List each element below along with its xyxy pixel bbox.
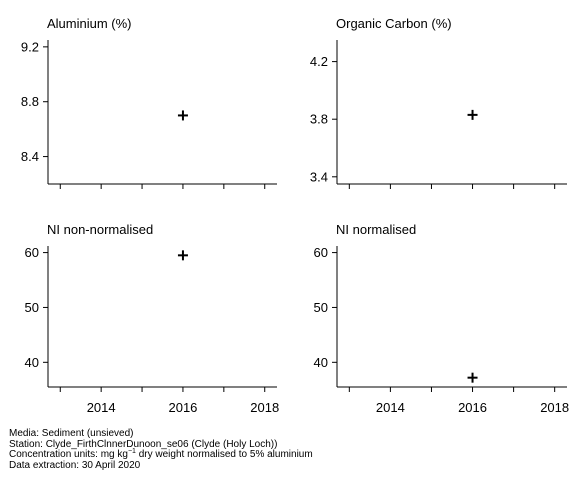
panel-title: Aluminium (%) <box>47 16 132 31</box>
y-tick-label: 60 <box>314 245 328 260</box>
units-suffix: dry weight normalised to 5% aluminium <box>135 449 313 460</box>
data-point <box>467 109 478 120</box>
footer-units: Concentration units: mg kg−1 dry weight … <box>9 448 313 461</box>
panel-3: NI non-normalised 40 50 60 2014 2016 2018 <box>25 222 280 415</box>
x-tick-label: 2018 <box>540 400 569 415</box>
panel-1: Aluminium (%) 8.4 8.8 9.2 <box>21 16 277 189</box>
y-tick-label: 3.4 <box>310 169 328 184</box>
units-prefix: Concentration units: mg kg <box>9 449 128 460</box>
y-tick-label: 3.8 <box>310 112 328 127</box>
x-tick-label: 2018 <box>250 400 279 415</box>
x-tick-label: 2016 <box>458 400 487 415</box>
y-tick-label: 8.4 <box>21 149 39 164</box>
x-tick-label: 2014 <box>376 400 405 415</box>
x-tick-label: 2016 <box>168 400 197 415</box>
footer-station: Station: Clyde_FirthClnnerDunoon_se06 (C… <box>9 438 278 450</box>
y-tick-label: 50 <box>25 300 39 315</box>
panel-2: Organic Carbon (%) 3.4 3.8 4.2 <box>310 16 567 189</box>
panel-title: NI non-normalised <box>47 222 153 237</box>
panel-title: NI normalised <box>336 222 416 237</box>
data-point <box>177 110 188 121</box>
footer-media: Media: Sediment (unsieved) <box>9 428 134 439</box>
panel-4: NI normalised 40 50 60 2014 2016 2018 <box>314 222 570 415</box>
y-tick-label: 4.2 <box>310 54 328 69</box>
units-exponent: −1 <box>127 448 136 455</box>
y-tick-label: 8.8 <box>21 94 39 109</box>
panel-title: Organic Carbon (%) <box>336 16 452 31</box>
y-tick-label: 40 <box>25 355 39 370</box>
y-tick-label: 60 <box>25 245 39 260</box>
footer-notes: Media: Sediment (unsieved) Station: Clyd… <box>9 428 313 471</box>
y-tick-label: 40 <box>314 355 328 370</box>
y-tick-label: 50 <box>314 300 328 315</box>
y-tick-label: 9.2 <box>21 39 39 54</box>
data-point <box>467 372 478 383</box>
footer-extraction: Data extraction: 30 April 2020 <box>9 459 141 471</box>
x-tick-label: 2014 <box>87 400 116 415</box>
data-point <box>177 250 188 261</box>
